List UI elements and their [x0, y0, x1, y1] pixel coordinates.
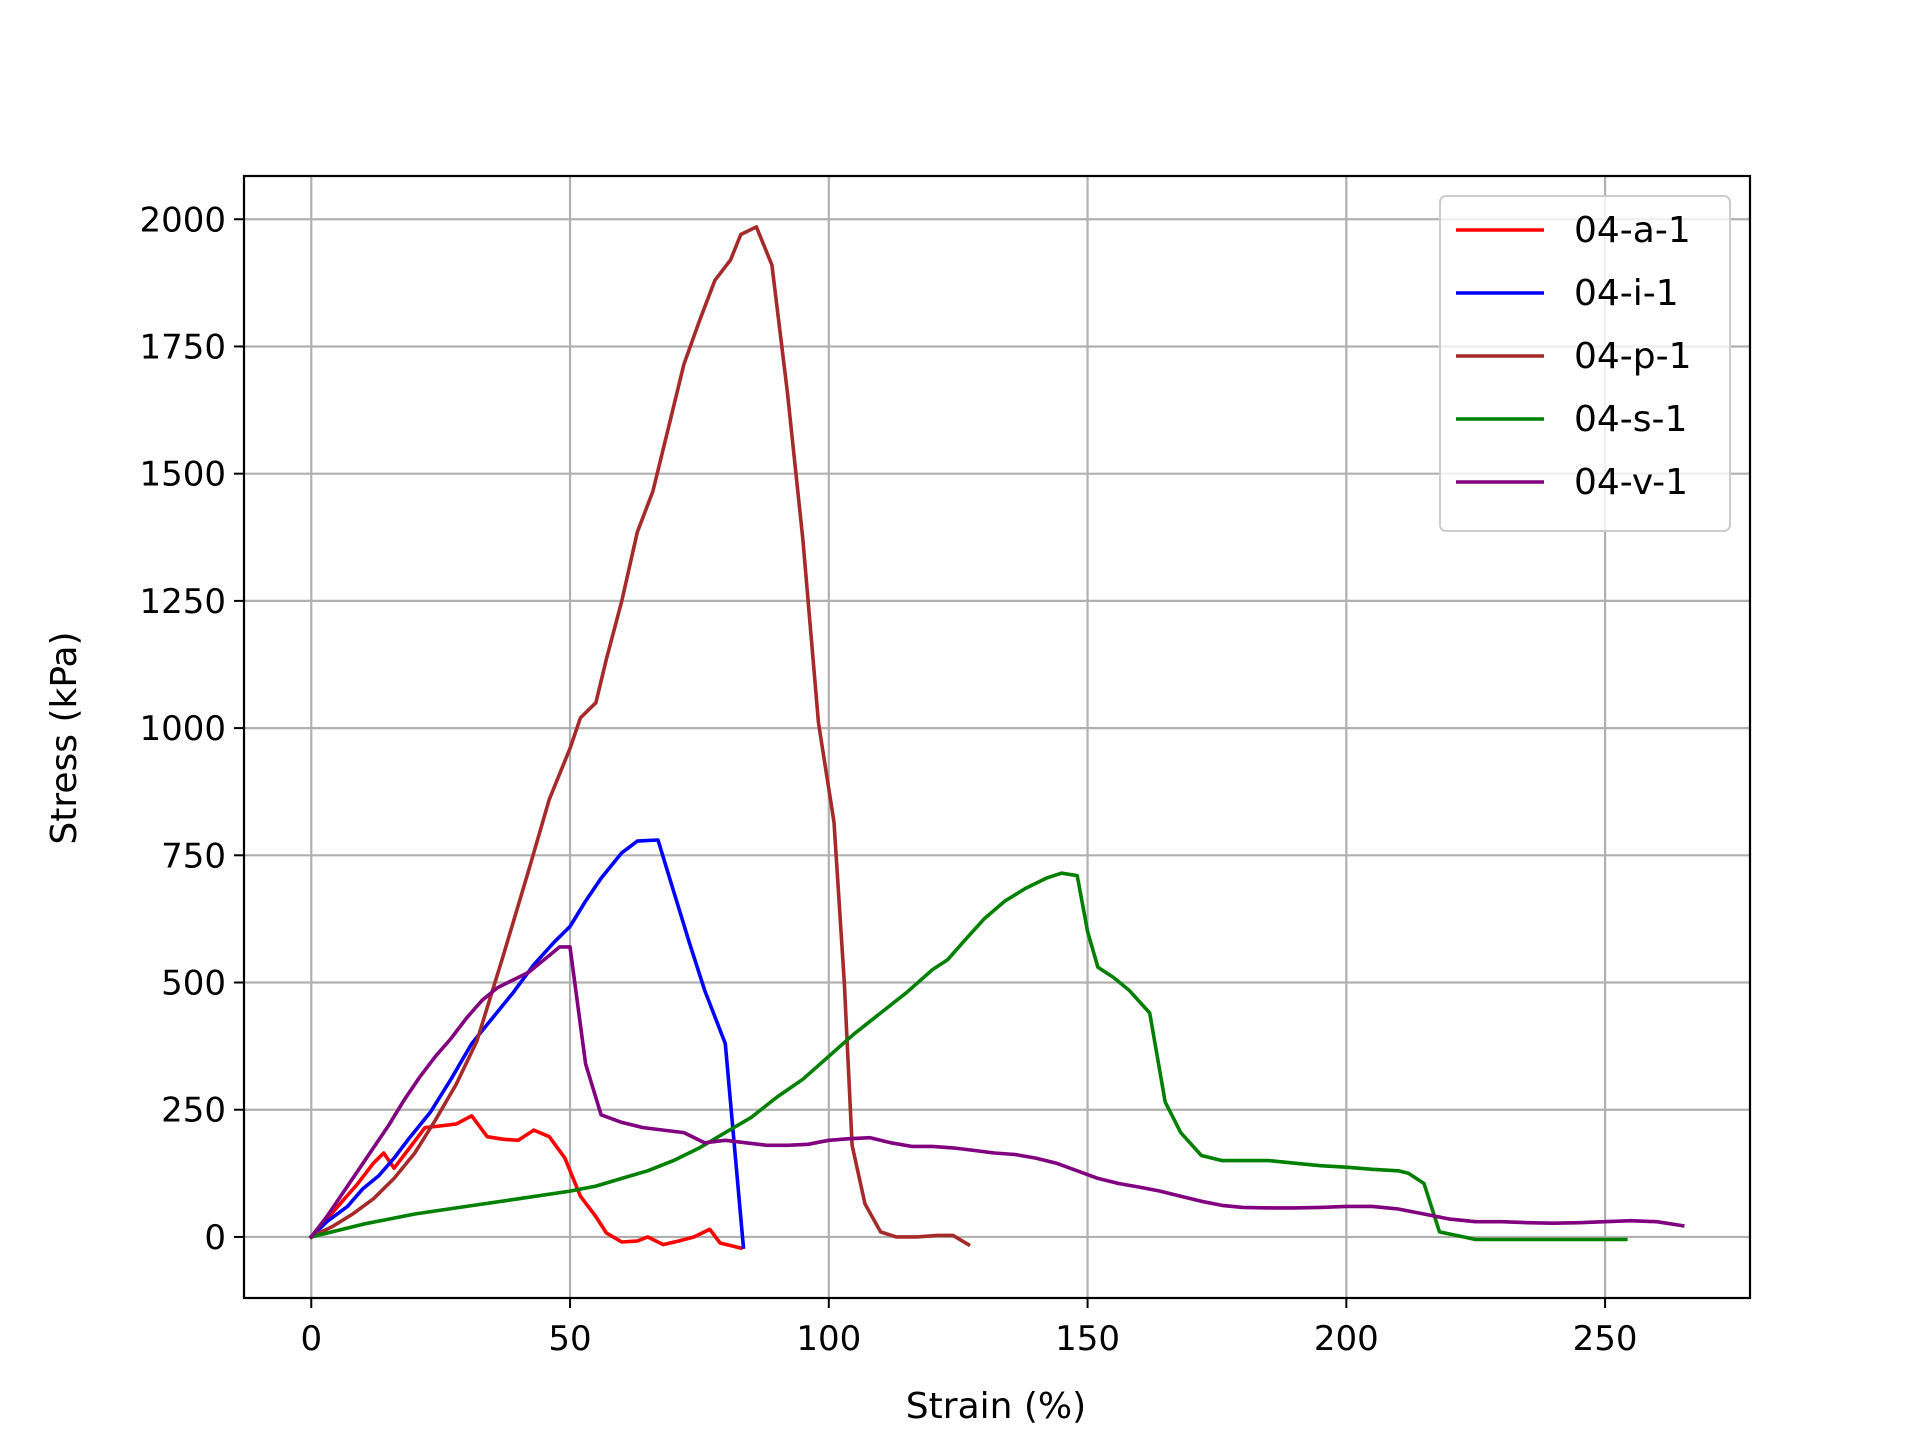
legend-label: 04-i-1	[1574, 273, 1679, 314]
y-tick-label: 250	[161, 1091, 226, 1131]
y-tick-label: 1750	[139, 327, 226, 367]
y-tick-label: 1000	[139, 709, 226, 749]
series-line-04-s-1	[309, 871, 1628, 1242]
series-line-04-a-1	[308, 1114, 743, 1251]
series-lines	[308, 225, 1685, 1251]
x-axis-label: Strain (%)	[906, 1386, 1086, 1427]
legend-label: 04-p-1	[1574, 336, 1692, 377]
x-tick-label: 150	[1055, 1319, 1120, 1359]
x-tick-label: 50	[548, 1319, 591, 1359]
y-tick-label: 1250	[139, 582, 226, 622]
plot-frame	[242, 174, 1752, 1300]
x-tick-label: 200	[1314, 1319, 1379, 1359]
series-line-04-i-1	[308, 838, 746, 1250]
legend-label: 04-s-1	[1574, 399, 1687, 440]
x-tick-label: 0	[300, 1319, 322, 1359]
legend-label: 04-v-1	[1574, 462, 1688, 503]
y-tick-label: 2000	[139, 200, 226, 240]
y-axis-label: Stress (kPa)	[44, 631, 85, 844]
tick-labels: 0 50 100 150 200 250 0 250 500 750 1000 1250 1500 175…	[139, 200, 1637, 1359]
y-tick-label: 0	[204, 1218, 226, 1258]
y-tick-label: 750	[161, 836, 226, 876]
axes	[234, 174, 1752, 1308]
legend-label: 04-a-1	[1574, 210, 1691, 251]
x-tick-label: 250	[1573, 1319, 1638, 1359]
series-line-04-p-1	[308, 225, 971, 1248]
series-line-04-v-1	[308, 945, 1685, 1240]
y-tick-label: 1500	[139, 455, 226, 495]
legend-box	[1439, 195, 1731, 532]
y-tick-label: 500	[161, 964, 226, 1004]
legend: 04-a-1 04-i-1 04-p-1 04-s-1 04-v-1	[1439, 195, 1731, 532]
x-tick-label: 100	[796, 1319, 861, 1359]
